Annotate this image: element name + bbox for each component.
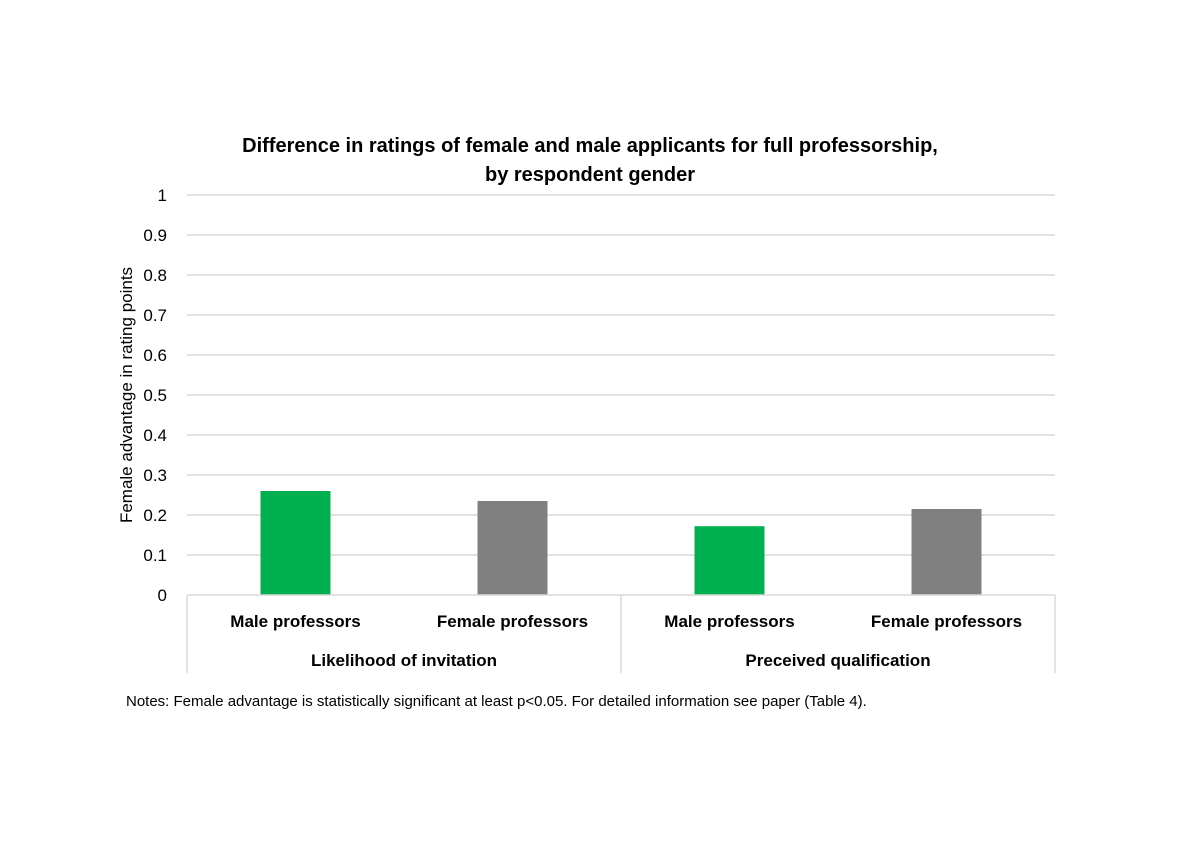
y-tick-label: 0.7: [143, 306, 167, 325]
x-axis-category-labels: Male professors Female professors Male pro…: [230, 612, 1022, 631]
bar: [260, 491, 331, 595]
x-axis: [186, 594, 1056, 673]
gridlines: [187, 194, 1055, 556]
y-tick-label: 0.1: [143, 546, 167, 565]
bar: [911, 509, 982, 595]
x-category-label: Female professors: [437, 612, 588, 631]
x-axis-group-labels: Likelihood of invitation Preceived qualif…: [311, 651, 931, 670]
x-group-label: Preceived qualification: [745, 651, 930, 670]
bars: [260, 491, 982, 595]
y-tick-label: 1: [158, 186, 167, 205]
x-category-label: Male professors: [230, 612, 360, 631]
y-tick-label: 0.9: [143, 226, 167, 245]
y-tick-label: 0.8: [143, 266, 167, 285]
chart-title-line-1: Difference in ratings of female and male…: [242, 135, 938, 157]
x-group-label: Likelihood of invitation: [311, 651, 497, 670]
bar: [477, 501, 548, 595]
chart-title-line-2: by respondent gender: [485, 164, 695, 186]
x-category-label: Male professors: [664, 612, 794, 631]
bar: [694, 526, 765, 595]
x-category-label: Female professors: [871, 612, 1022, 631]
y-tick-label: 0: [158, 586, 167, 605]
y-tick-label: 0.4: [143, 426, 167, 445]
y-axis-label: Female advantage in rating points: [117, 267, 136, 523]
y-tick-label: 0.5: [143, 386, 167, 405]
y-axis-tick-labels: 0 0.1 0.2 0.3 0.4 0.5 0.6 0.7 0.8 0.9 1: [143, 186, 167, 605]
y-tick-label: 0.2: [143, 506, 167, 525]
chart-note: Notes: Female advantage is statistically…: [126, 693, 867, 710]
y-tick-label: 0.6: [143, 346, 167, 365]
y-tick-label: 0.3: [143, 466, 167, 485]
